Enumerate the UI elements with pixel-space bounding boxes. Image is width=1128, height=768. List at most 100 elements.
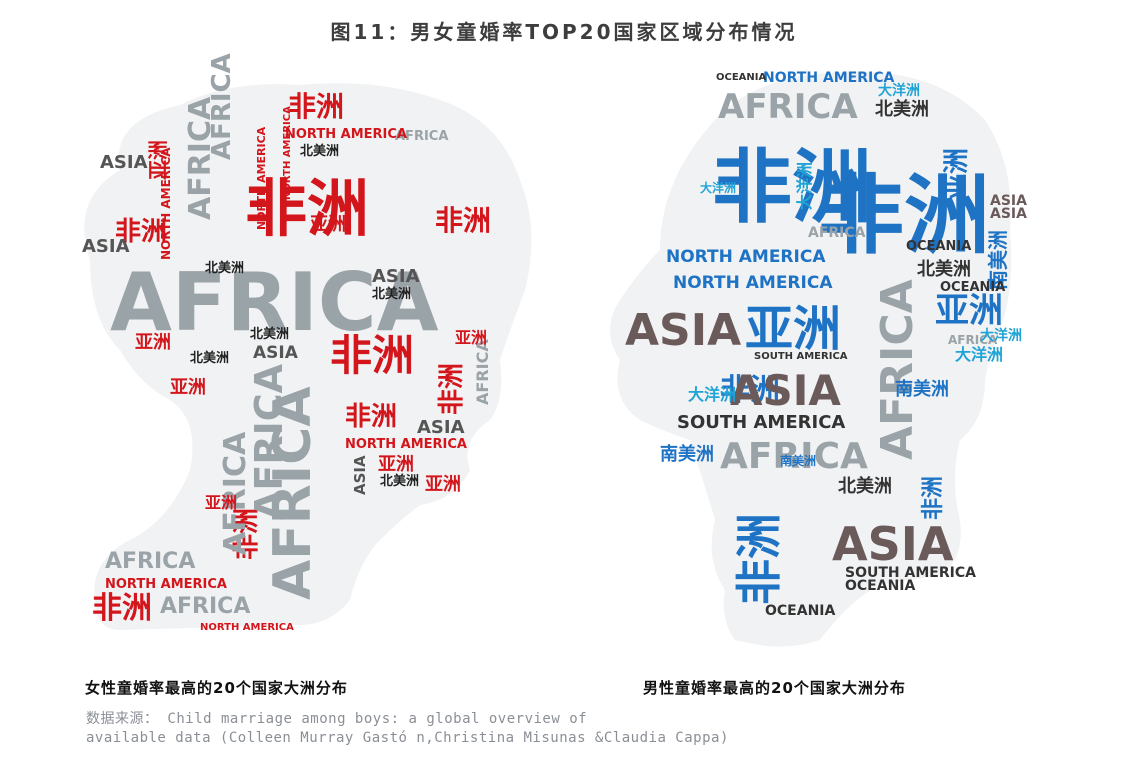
cloud-word: 北美洲 [205,260,244,276]
cloud-word: NORTH AMERICA [282,106,293,200]
cloud-word: ASIA [990,193,1027,209]
cloud-word: AFRICA [105,549,195,574]
cloud-word: 大洋洲 [688,385,736,404]
cloud-word: 亚洲 [745,301,841,357]
cloud-word: 北美洲 [875,98,929,120]
cloud-word: ASIA [372,266,420,287]
cloud-word: 北美洲 [300,143,339,159]
cloud-word: ASIA [100,152,148,173]
cloud-word: OCEANIA [765,603,836,619]
cloud-word: AFRICA [948,333,998,347]
cloud-word: 南美洲 [895,378,949,400]
cloud-word: 非洲 [345,402,397,432]
cloud-word: NORTH AMERICA [673,273,833,293]
cloud-word: 大洋洲 [980,327,1022,344]
cloud-word: 非洲 [115,217,167,247]
cloud-word: ASIA [990,206,1027,222]
source-line-2: available data (Colleen Murray Gastó n,C… [86,730,729,746]
cloud-word: ASIA [417,417,465,438]
cloud-word: AFRICA [872,279,923,460]
cloud-word: NORTH AMERICA [763,70,895,86]
cloud-word: 南美洲 [986,230,1010,290]
cloud-word: AFRICA [395,129,448,144]
cloud-word: 非洲 [330,331,414,380]
source-note: 数据来源： Child marriage among boys: a globa… [86,710,806,748]
cloud-word: ASIA [253,343,299,363]
cloud-word: 亚洲 [378,454,414,475]
cloud-word: 非洲 [437,363,467,415]
cloud-word: 非洲 [712,141,872,234]
cloud-word: 北美洲 [190,350,229,366]
cloud-word: ASIA [832,517,954,571]
cloud-word: 南美洲 [780,453,816,468]
cloud-word: 亚洲 [935,291,1003,331]
cloud-word: 亚洲 [310,214,346,235]
cloud-word: 非洲 [288,90,344,123]
source-line-1: 数据来源： Child marriage among boys: a globa… [86,711,588,727]
cloud-word: AFRICA [247,363,291,520]
cloud-word: 亚洲 [146,140,170,180]
cloud-word: 大洋洲 [878,82,920,99]
cloud-word: NORTH AMERICA [666,247,826,267]
cloud-word: 亚洲 [135,332,171,353]
cloud-word: NORTH AMERICA [255,126,268,230]
cloud-word: 大洋洲 [955,345,1003,364]
cloud-word: ASIA [82,236,130,257]
cloud-word: AFRICA [183,96,218,220]
female-caption: 女性童婚率最高的20个国家大洲分布 [85,679,348,697]
cloud-word: 北美洲 [250,326,289,342]
cloud-word: AFRICA [110,256,439,349]
cloud-word: OCEANIA [716,72,767,83]
cloud-word: NORTH AMERICA [200,622,294,633]
cloud-word: AFRICA [808,225,866,241]
cloud-word: AFRICA [720,436,868,477]
cloud-word: 北美洲 [917,258,971,280]
cloud-word: OCEANIA [906,239,971,254]
cloud-word: ASIA [625,305,741,356]
cloud-word: NORTH AMERICA [105,577,227,592]
cloud-word: 非洲 [232,508,262,560]
cloud-word: OCEANIA [845,578,916,594]
cloud-word: 非洲 [92,591,152,626]
cloud-word: 大洋洲 [700,180,736,195]
cloud-word: SOUTH AMERICA [677,412,845,433]
cloud-word: 非洲 [435,204,491,237]
cloud-word: 北美洲 [380,473,419,489]
cloud-word: SOUTH AMERICA [845,565,976,581]
cloud-word: 非洲 [720,373,780,408]
cloud-word: 亚洲 [942,148,972,200]
cloud-word: 亚洲 [455,328,487,347]
female-silhouette [84,83,532,630]
cloud-word: 北美洲 [838,475,892,497]
cloud-word: ASIA [351,455,369,495]
cloud-word: 北美洲 [372,286,411,302]
male-caption: 男性童婚率最高的20个国家大洲分布 [643,679,906,697]
cloud-word: 大洋洲 [795,162,814,210]
cloud-word: AFRICA [160,594,250,619]
cloud-word: 非洲 [732,513,786,605]
cloud-word: 非洲 [818,166,990,266]
cloud-word: NORTH AMERICA [285,127,407,142]
cloud-word: 非洲 [245,172,369,245]
cloud-word: AFRICA [473,339,492,405]
cloud-word: 非洲 [921,476,946,520]
cloud-word: OCEANIA [940,280,1005,295]
cloud-word: 亚洲 [425,474,461,495]
cloud-word: ASIA [730,366,841,415]
cloud-word: AFRICA [207,53,237,160]
cloud-word: SOUTH AMERICA [754,351,848,362]
cloud-word: NORTH AMERICA [345,437,467,452]
cloud-word: AFRICA [218,431,253,555]
figure-title: 图11：男女童婚率TOP20国家区域分布情况 [330,20,798,44]
cloud-word: 亚洲 [205,493,237,512]
male-silhouette [610,71,1012,647]
cloud-word: 南美洲 [660,443,714,465]
cloud-word: AFRICA [263,386,323,600]
cloud-word: AFRICA [718,87,858,127]
cloud-word: NORTH AMERICA [159,147,173,260]
